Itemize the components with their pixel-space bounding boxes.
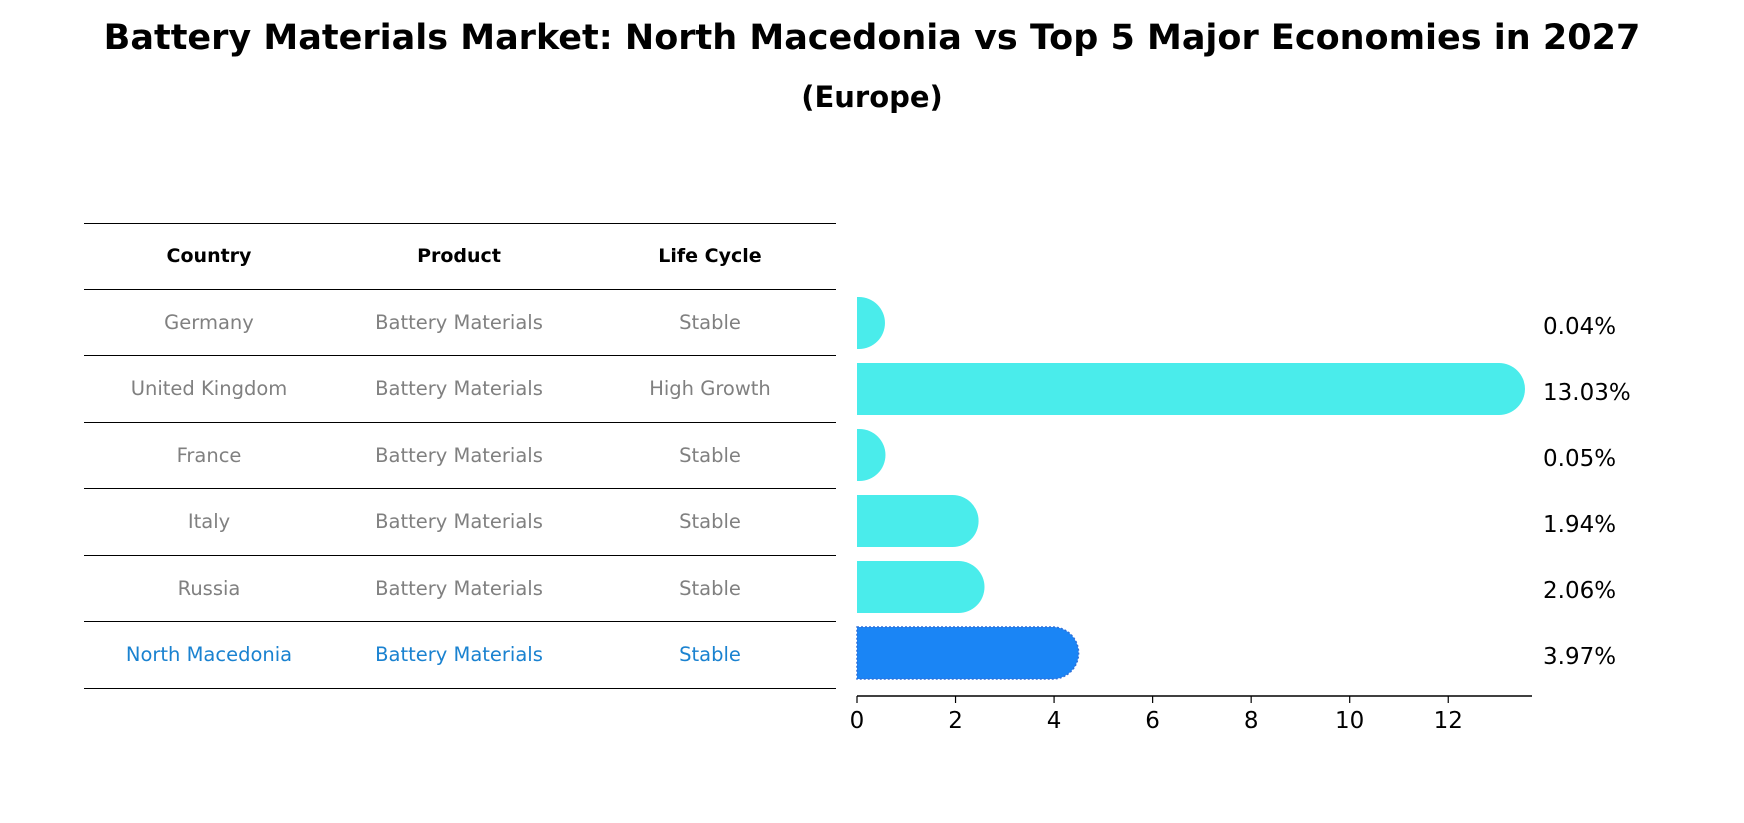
product-cell: Battery Materials <box>375 443 543 467</box>
life-cycle-cell: Stable <box>679 310 741 334</box>
x-tick-label: 6 <box>1145 708 1160 734</box>
bar-highlight-outline <box>856 626 1080 680</box>
bar-north-macedonia <box>857 627 1079 679</box>
header-country: Country <box>166 245 252 268</box>
country-cell: North Macedonia <box>125 643 293 667</box>
life-cycle-cell: Stable <box>679 643 741 667</box>
bar-value-label: 2.06% <box>1543 578 1616 604</box>
bar-value-label: 0.04% <box>1543 314 1616 340</box>
header-product: Product <box>417 245 501 268</box>
chart-title: Battery Materials Market: North Macedoni… <box>103 18 1641 58</box>
life-cycle-cell: Stable <box>679 510 741 534</box>
bar-italy <box>857 495 979 547</box>
bar-france <box>857 429 886 481</box>
table-row: United Kingdom Battery Materials High Gr… <box>84 356 836 423</box>
table-row: Germany Battery Materials Stable <box>84 290 836 356</box>
table-row: France Battery Materials Stable <box>84 423 836 489</box>
bar-russia <box>857 561 985 613</box>
table-row-highlight: North Macedonia Battery Materials Stable <box>84 622 836 689</box>
x-tick-label: 2 <box>948 708 963 734</box>
product-cell: Battery Materials <box>375 510 543 534</box>
table-header-row: Country Product Life Cycle <box>84 223 836 290</box>
country-table: Country Product Life Cycle Germany Batte… <box>84 223 836 689</box>
product-cell: Battery Materials <box>375 576 543 600</box>
product-cell: Battery Materials <box>375 310 543 334</box>
bar-germany <box>857 297 885 349</box>
product-cell: Battery Materials <box>375 377 543 401</box>
x-tick-label: 12 <box>1434 708 1463 734</box>
table-row: Italy Battery Materials Stable <box>84 489 836 556</box>
country-cell: Russia <box>177 576 241 600</box>
country-cell: United Kingdom <box>130 377 288 401</box>
product-cell: Battery Materials <box>375 643 543 667</box>
bar-value-label: 1.94% <box>1543 512 1616 538</box>
bar-value-label: 13.03% <box>1543 380 1631 406</box>
life-cycle-cell: Stable <box>679 576 741 600</box>
header-life-cycle: Life Cycle <box>658 245 762 268</box>
x-tick-label: 0 <box>850 708 865 734</box>
x-tick-label: 8 <box>1244 708 1259 734</box>
bar-value-label: 3.97% <box>1543 644 1616 670</box>
x-tick-label: 10 <box>1335 708 1364 734</box>
life-cycle-cell: High Growth <box>649 377 771 401</box>
bar-value-label: 0.05% <box>1543 446 1616 472</box>
country-cell: Italy <box>187 510 231 534</box>
x-tick-label: 4 <box>1047 708 1062 734</box>
bar-united-kingdom <box>857 363 1525 415</box>
life-cycle-cell: Stable <box>679 443 741 467</box>
chart-subtitle: (Europe) <box>801 80 943 114</box>
country-cell: Germany <box>164 310 254 334</box>
country-cell: France <box>176 443 242 467</box>
table-row: Russia Battery Materials Stable <box>84 556 836 622</box>
